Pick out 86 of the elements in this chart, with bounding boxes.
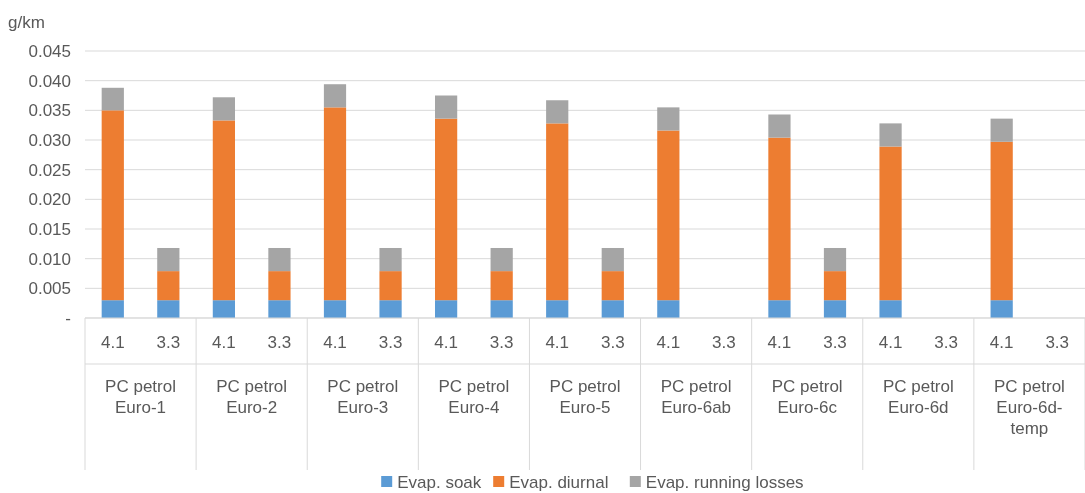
bar: [212, 120, 235, 301]
text: PC petrol Euro-3: [327, 376, 399, 418]
bar: [601, 247, 624, 272]
x-tick-label: 3.3: [156, 332, 181, 352]
bar: [657, 130, 680, 301]
y-tick-label: 0.035: [28, 101, 71, 121]
x-tick-label: 3.3: [712, 332, 736, 352]
bar: [990, 141, 1013, 301]
bar: [212, 300, 235, 318]
bar: [435, 118, 458, 301]
y-tick-label: 0.005: [28, 279, 71, 299]
bar: [601, 300, 624, 318]
y-tick-label: 0.045: [28, 41, 71, 61]
text: PC petrol Euro-6c: [771, 376, 843, 418]
bar: [990, 300, 1013, 318]
bar: [657, 107, 680, 131]
y-axis-title: g/km: [8, 12, 45, 32]
text: PC petrol Euro-6d: [882, 376, 954, 418]
x-tick-label: 3.3: [1045, 332, 1070, 352]
text: PC petrol Euro-5: [549, 376, 621, 418]
y-tick-label: 0.015: [28, 219, 71, 239]
bar: [212, 97, 235, 121]
bar: [435, 300, 458, 318]
legend-label: Evap. soak: [397, 472, 482, 492]
bar: [768, 114, 791, 138]
bar: [546, 123, 569, 301]
bar: [101, 300, 124, 318]
bar: [823, 247, 847, 272]
y-tick-label: 0.025: [28, 160, 71, 180]
y-tick-label: 0.040: [28, 71, 71, 91]
x-tick-label: 4.1: [434, 332, 458, 352]
bar: [546, 300, 569, 318]
text: PC petrol Euro-6d-temp: [994, 376, 1065, 439]
bar: [157, 300, 180, 318]
bar: [823, 300, 847, 318]
text: PC petrol Euro-2: [216, 376, 288, 418]
x-tick-label: 3.3: [378, 332, 403, 352]
y-tick-label: -: [65, 308, 71, 328]
bar: [157, 247, 180, 272]
bar: [379, 300, 402, 318]
x-tick-label: 3.3: [267, 332, 292, 352]
x-tick-label: 3.3: [934, 332, 958, 352]
bar: [768, 137, 791, 301]
y-tick-label: 0.030: [28, 130, 71, 150]
bar: [768, 300, 791, 318]
x-tick-label: 4.1: [100, 332, 125, 352]
bar: [101, 110, 124, 301]
x-tick-label: 4.1: [878, 332, 903, 352]
x-tick-label: 3.3: [600, 332, 625, 352]
bar: [379, 247, 402, 272]
bar: [323, 300, 347, 318]
bar: [990, 118, 1013, 142]
x-tick-label: 4.1: [767, 332, 792, 352]
bar: [379, 271, 402, 301]
bar: [879, 300, 902, 318]
bar: [323, 84, 347, 108]
bar: [490, 271, 513, 301]
bar: [101, 87, 124, 111]
bar: [657, 300, 680, 318]
bar: [823, 271, 847, 301]
legend-label: Evap. diurnal: [509, 472, 609, 492]
bar: [157, 271, 180, 301]
bar: [268, 300, 291, 318]
x-tick-label: 4.1: [545, 332, 570, 352]
text: PC petrol Euro-4: [438, 376, 510, 418]
y-tick-label: 0.020: [28, 190, 71, 210]
text: PC petrol Euro-6ab: [660, 376, 732, 418]
x-tick-label: 4.1: [656, 332, 681, 352]
x-tick-label: 3.3: [489, 332, 514, 352]
bar: [490, 300, 513, 318]
x-tick-label: 4.1: [323, 332, 347, 352]
bar: [323, 107, 347, 301]
x-tick-label: 3.3: [823, 332, 847, 352]
legend-label: Evap. running losses: [645, 472, 804, 492]
bar: [546, 100, 569, 124]
bar: [879, 146, 902, 301]
bar: [601, 271, 624, 301]
bar: [879, 123, 902, 147]
text: PC petrol Euro-1: [105, 376, 176, 418]
bar: [268, 271, 291, 301]
bar: [435, 95, 458, 119]
bar: [490, 247, 513, 272]
x-tick-label: 4.1: [212, 332, 236, 352]
x-tick-label: 4.1: [989, 332, 1014, 352]
bar: [268, 247, 291, 272]
y-tick-label: 0.010: [28, 249, 71, 269]
